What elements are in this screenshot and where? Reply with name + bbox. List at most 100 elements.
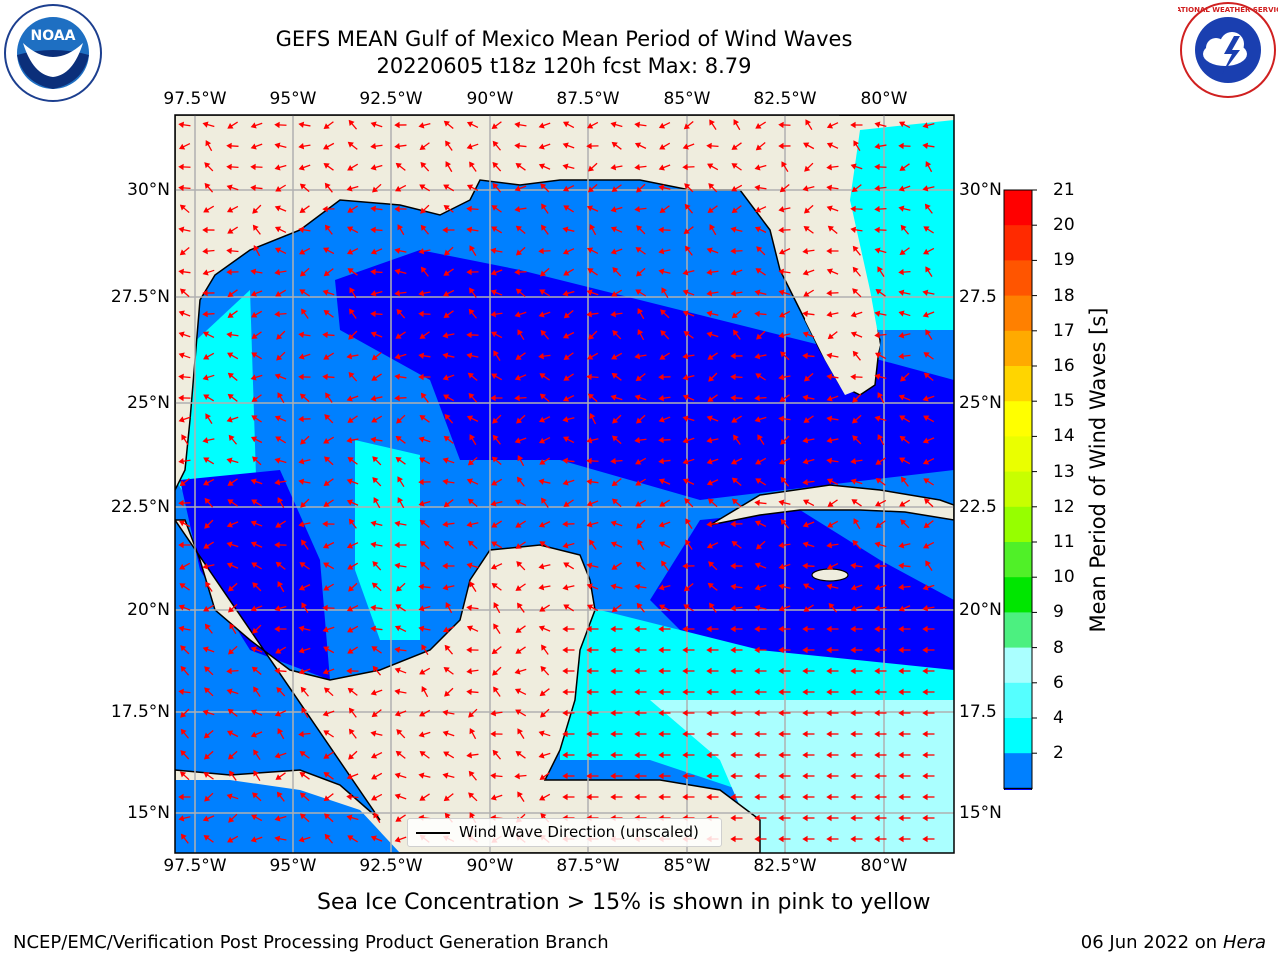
wave-direction-arrowhead — [418, 352, 425, 359]
wave-direction-arrowhead — [827, 521, 834, 528]
wave-direction-arrowhead — [226, 793, 233, 800]
wave-direction-arrowhead — [394, 142, 400, 150]
chart-subtitle: 20220605 t18z 120h fcst Max: 8.79 — [376, 54, 752, 78]
wave-direction-arrowhead — [802, 835, 808, 843]
wave-direction-arrowhead — [491, 205, 498, 211]
wave-direction-arrowhead — [850, 730, 856, 738]
wave-band-cyan-east — [845, 115, 954, 330]
wave-direction-arrowhead — [276, 791, 283, 798]
wave-direction-arrowhead — [298, 164, 305, 171]
wave-direction-arrowhead — [707, 354, 714, 360]
colorbar-tick-label: 15 — [1053, 391, 1075, 412]
wave-direction-arrowhead — [562, 163, 569, 170]
wave-direction-arrowhead — [827, 333, 834, 340]
wave-direction-arrowhead — [754, 184, 761, 191]
wave-direction-arrowhead — [898, 205, 905, 212]
wave-direction-arrowhead — [539, 393, 546, 400]
wave-direction-arrowhead — [706, 542, 714, 549]
wave-direction-arrowhead — [490, 500, 497, 507]
wave-direction-arrowhead — [540, 665, 547, 673]
wave-direction-arrowhead — [778, 542, 785, 549]
wave-direction-arrowhead — [661, 560, 667, 567]
wave-direction-arrowhead — [253, 686, 259, 693]
wave-direction-arrowhead — [419, 333, 426, 339]
wave-direction-arrowhead — [586, 289, 593, 296]
wave-direction-arrowhead — [466, 646, 472, 654]
wave-direction-arrowhead — [730, 751, 736, 759]
wave-direction-arrowhead — [443, 204, 450, 211]
wave-direction-arrowhead — [226, 206, 234, 213]
wave-direction-arrowhead — [466, 143, 473, 150]
wave-direction-arrowhead — [323, 795, 330, 802]
wave-direction-arrowhead — [922, 646, 928, 654]
wave-direction-arrowhead — [802, 646, 808, 654]
wave-direction-arrowhead — [780, 438, 787, 445]
wave-direction-arrowhead — [538, 563, 545, 570]
wave-direction-arrowhead — [826, 311, 833, 318]
wave-direction-arrowhead — [466, 751, 472, 759]
wave-direction-arrowhead — [299, 270, 307, 277]
wave-direction-arrowhead — [466, 688, 472, 696]
lat-label-left: 15°N — [127, 803, 170, 823]
wave-direction-arrowhead — [730, 772, 736, 780]
wave-direction-arrowhead — [419, 415, 426, 421]
wave-direction-arrowhead — [637, 329, 644, 336]
svg-text:NOAA: NOAA — [31, 28, 76, 44]
wave-direction-arrowhead — [204, 497, 211, 505]
wave-direction-arrowhead — [421, 686, 428, 693]
wave-direction-arrowhead — [658, 164, 665, 171]
wave-direction-arrowhead — [709, 224, 716, 231]
wave-direction-arrowhead — [539, 289, 546, 295]
wave-direction-arrowhead — [492, 182, 499, 190]
wave-direction-arrowhead — [372, 186, 379, 193]
wave-direction-arrowhead — [778, 730, 784, 738]
colorbar-segment — [1004, 436, 1032, 473]
wave-direction-arrowhead — [731, 163, 738, 169]
wave-direction-arrowhead — [443, 394, 450, 401]
colorbar-tick-label: 13 — [1053, 461, 1075, 482]
wave-direction-arrowhead — [682, 709, 688, 717]
wave-direction-arrowhead — [802, 562, 808, 570]
wave-direction-arrowhead — [779, 186, 786, 193]
wave-direction-arrowhead — [562, 646, 568, 654]
wave-direction-arrowhead — [467, 459, 474, 466]
wave-direction-arrowhead — [706, 625, 712, 633]
colorbar-tick-label: 21 — [1053, 180, 1075, 200]
wave-direction-arrowhead — [347, 687, 354, 694]
wave-direction-arrowhead — [802, 478, 808, 486]
wave-direction-arrowhead — [322, 205, 328, 213]
wave-direction-arrowhead — [874, 331, 880, 339]
wave-direction-arrowhead — [852, 435, 859, 442]
wave-direction-arrowhead — [610, 583, 617, 590]
wave-direction-arrowhead — [420, 224, 427, 231]
wave-direction-arrowhead — [730, 226, 737, 233]
wave-direction-arrowhead — [731, 312, 738, 319]
wave-direction-arrowhead — [850, 205, 856, 213]
wave-direction-arrowhead — [850, 709, 856, 717]
wave-direction-arrowhead — [205, 413, 211, 420]
wave-direction-arrowhead — [300, 686, 307, 693]
wave-direction-arrowhead — [682, 394, 689, 401]
wave-direction-arrowhead — [754, 835, 760, 843]
wave-direction-arrowhead — [874, 793, 880, 801]
wave-direction-arrowhead — [490, 794, 497, 801]
wave-direction-arrowhead — [754, 625, 760, 633]
wave-direction-arrowhead — [394, 289, 400, 297]
wave-direction-arrowhead — [611, 186, 618, 192]
wave-direction-arrowhead — [226, 730, 234, 737]
wave-direction-arrowhead — [251, 415, 258, 421]
colorbar-segment — [1004, 753, 1032, 789]
wave-direction-arrowhead — [898, 814, 904, 822]
wave-direction-arrowhead — [202, 226, 208, 234]
wave-direction-arrowhead — [634, 793, 640, 801]
wave-direction-arrowhead — [827, 225, 834, 232]
wave-direction-arrowhead — [252, 582, 259, 589]
wave-direction-arrowhead — [898, 793, 904, 801]
wave-direction-arrowhead — [875, 459, 882, 465]
wave-direction-arrowhead — [898, 562, 904, 570]
wave-direction-arrowhead — [348, 119, 355, 126]
wave-direction-arrowhead — [277, 581, 284, 588]
wave-direction-arrowhead — [276, 354, 283, 361]
wave-direction-arrowhead — [636, 186, 643, 193]
wave-direction-arrowhead — [348, 371, 355, 379]
